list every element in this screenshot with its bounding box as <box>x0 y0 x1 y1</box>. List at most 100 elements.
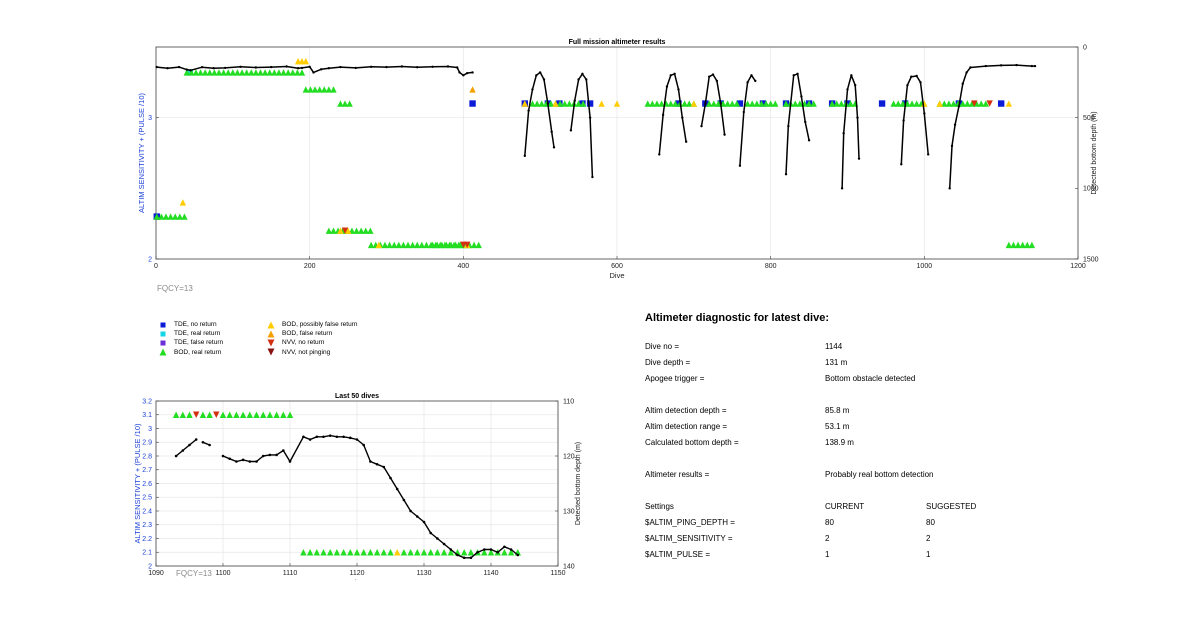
fqcy-label-small: FQCY=13 <box>176 569 212 578</box>
bottom-depth-point <box>469 556 473 560</box>
bottom-depth-point <box>856 116 859 119</box>
bod-real-marker <box>253 411 260 418</box>
bottom-depth-point <box>846 88 849 91</box>
bottom-depth-point <box>681 116 684 119</box>
y2-tick-label: 500 <box>1083 115 1095 122</box>
bod-real-marker <box>353 227 360 234</box>
bottom-depth-point <box>796 72 799 76</box>
apogee-label: Apogee trigger = <box>645 374 705 383</box>
bod-real-marker <box>427 241 435 249</box>
bod-real-marker <box>561 100 568 107</box>
bottom-depth-point <box>715 79 719 83</box>
calc-depth-value: 138.9 m <box>825 438 854 447</box>
bod-real-marker <box>461 549 468 556</box>
bod-real-marker <box>201 69 209 76</box>
bod-real-marker <box>418 241 426 249</box>
bod-real-marker <box>325 86 333 93</box>
bod-real-return-icon <box>152 348 174 356</box>
bottom-depth-point <box>531 88 534 91</box>
bod-real-marker <box>964 100 971 107</box>
bod-real-marker <box>337 100 344 107</box>
bod-real-marker <box>172 411 180 418</box>
det-range-row: Altim detection range = 53.1 m <box>645 422 1165 438</box>
bottom-depth-point <box>503 545 506 549</box>
bottom-depth-point <box>275 453 278 457</box>
bod-real-marker <box>733 100 741 107</box>
calc-depth-row: Calculated bottom depth = 138.9 m <box>645 438 1165 454</box>
bottom-depth-point <box>665 85 669 88</box>
bottom-depth-point <box>496 550 500 554</box>
bod-real-marker <box>367 549 374 556</box>
bottom-depth-point <box>910 75 913 78</box>
bod-real-marker <box>387 549 394 556</box>
bod-real-marker <box>158 213 165 220</box>
bottom-depth-point <box>221 454 225 458</box>
bottom-depth-point <box>189 69 192 72</box>
nvv-no-return-marker <box>341 227 349 234</box>
bod-real-marker <box>298 69 306 76</box>
bottom-depth-point <box>807 139 811 142</box>
bod-real-marker <box>977 100 985 107</box>
bottom-depth-line <box>570 73 594 178</box>
bod-real-marker <box>226 411 233 418</box>
bod-real-marker <box>248 69 255 76</box>
bottom-depth-point <box>906 83 909 87</box>
bottom-depth-point <box>738 164 742 167</box>
setting-current: 2 <box>825 534 830 543</box>
bottom-depth-point <box>354 66 357 70</box>
markers-layer <box>172 411 521 556</box>
bottom-depth-point <box>704 102 707 105</box>
nvv-no-return-marker <box>971 100 978 107</box>
bod-possibly-false-marker <box>521 100 528 107</box>
bottom-depth-point <box>523 154 526 158</box>
bottom-depth-point <box>308 65 311 68</box>
bottom-depth-point <box>416 66 419 69</box>
bod-real-marker <box>782 100 790 107</box>
setting-row: $ALTIM_SENSITIVITY = 2 2 <box>645 534 1165 550</box>
y-tick-label: 2.5 <box>142 495 152 502</box>
y2-axis-label: Detected bottom depth (m) <box>575 442 582 525</box>
bod-possibly-false-marker <box>690 100 698 107</box>
y2-tick-label: 110 <box>563 398 574 405</box>
bod-real-marker <box>908 100 916 107</box>
bottom-depth-point <box>483 548 486 551</box>
bottom-depth-point <box>442 542 446 546</box>
bod-real-marker <box>481 549 488 556</box>
bottom-depth-point <box>923 112 926 115</box>
bod-real-marker <box>346 100 353 107</box>
bod-possibly-false-marker <box>394 549 401 556</box>
bottom-depth-point <box>1033 64 1037 68</box>
bottom-depth-point <box>375 462 379 466</box>
bod-real-marker <box>434 549 441 556</box>
bod-real-marker <box>386 241 393 249</box>
bottom-depth-point <box>471 71 474 74</box>
bottom-depth-point <box>581 72 584 76</box>
bottom-depth-line <box>841 74 860 189</box>
bod-real-marker <box>280 69 287 76</box>
bod-real-marker <box>450 241 458 249</box>
bod-real-marker <box>257 69 264 76</box>
bod-real-marker <box>246 411 253 418</box>
legend-item: NVV, no return <box>260 338 358 347</box>
bod-real-marker <box>325 227 333 234</box>
bod-real-marker <box>404 241 412 249</box>
bod-real-marker <box>899 100 907 107</box>
calc-depth-label: Calculated bottom depth = <box>645 438 739 447</box>
bod-real-marker <box>446 241 453 249</box>
bod-real-marker <box>658 100 665 107</box>
bod-real-marker <box>467 549 475 556</box>
settings-label: Settings <box>645 502 674 511</box>
bottom-depth-point <box>308 438 312 441</box>
x-tick-label: 1130 <box>416 570 431 577</box>
bod-possibly-false-marker <box>1005 100 1013 107</box>
nvv-no-return-icon <box>260 339 282 347</box>
bod-real-marker <box>556 100 564 107</box>
nvv-no-return-marker <box>986 100 993 107</box>
bottom-depth-point <box>950 144 954 148</box>
bod-real-marker <box>252 69 260 76</box>
spacer <box>645 454 1165 470</box>
bod-real-marker <box>649 100 656 107</box>
apogee-row: Apogee trigger = Bottom obstacle detected <box>645 374 1165 390</box>
dive-no-label: Dive no = <box>645 342 680 351</box>
bod-real-marker <box>261 69 269 76</box>
